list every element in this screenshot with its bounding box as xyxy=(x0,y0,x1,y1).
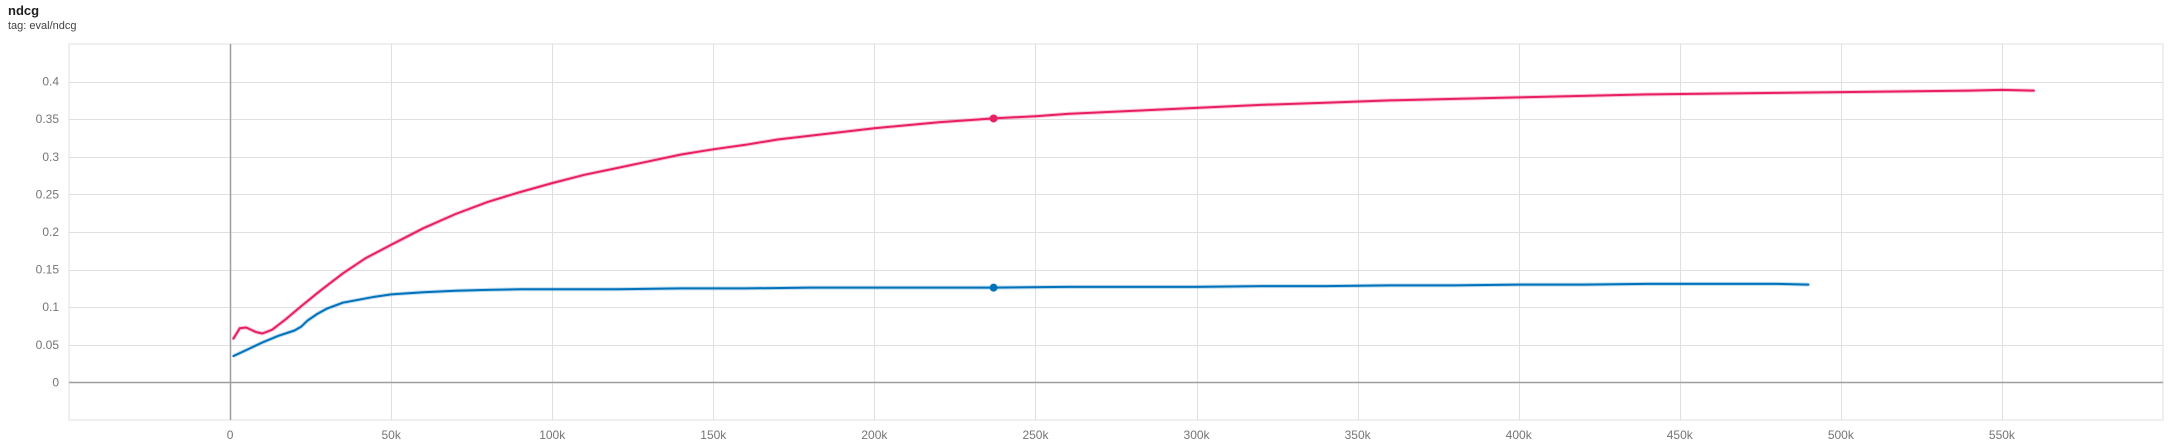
chart-title: ndcg xyxy=(8,3,40,18)
hover-point[interactable] xyxy=(989,283,998,292)
y-tick-label: 0.2 xyxy=(42,225,59,239)
y-tick-label: 0.25 xyxy=(36,187,60,201)
y-tick-label: 0.15 xyxy=(36,263,60,277)
x-tick-label: 150k xyxy=(700,428,727,442)
y-tick-label: 0.4 xyxy=(42,75,59,89)
x-tick-label: 300k xyxy=(1184,428,1211,442)
x-tick-label: 350k xyxy=(1345,428,1372,442)
x-tick-label: 100k xyxy=(539,428,566,442)
chart-header: ndcg tag: eval/ndcg xyxy=(8,3,77,33)
series-line[interactable] xyxy=(232,88,2036,340)
x-tick-label: 400k xyxy=(1506,428,1533,442)
y-tick-label: 0.3 xyxy=(42,150,59,164)
x-tick-label: 500k xyxy=(1828,428,1855,442)
series-1 xyxy=(232,281,1810,358)
x-tick-label: 450k xyxy=(1667,428,1694,442)
chart-tag: tag: eval/ndcg xyxy=(8,20,77,32)
y-tick-label: 0.35 xyxy=(36,112,60,126)
series-0 xyxy=(231,87,2036,340)
x-tick-label: 550k xyxy=(1989,428,2016,442)
grid xyxy=(68,43,2164,421)
x-tick-label: 250k xyxy=(1022,428,1049,442)
x-tick-label: 50k xyxy=(381,428,401,442)
hover-point[interactable] xyxy=(989,114,998,123)
axes xyxy=(69,44,2163,420)
series-line-halo xyxy=(231,87,2035,340)
x-tick-label: 200k xyxy=(861,428,888,442)
y-tick-label: 0 xyxy=(52,375,59,389)
tick-labels: 0 50k 100k 150k 200k 250k 300k 350k 400k 450k 500k… xyxy=(36,75,2016,442)
x-tick-label: 0 xyxy=(227,428,234,442)
series-line[interactable] xyxy=(232,282,1810,358)
y-tick-label: 0.1 xyxy=(42,300,59,314)
series-layer xyxy=(231,87,2036,358)
y-tick-label: 0.05 xyxy=(36,338,60,352)
